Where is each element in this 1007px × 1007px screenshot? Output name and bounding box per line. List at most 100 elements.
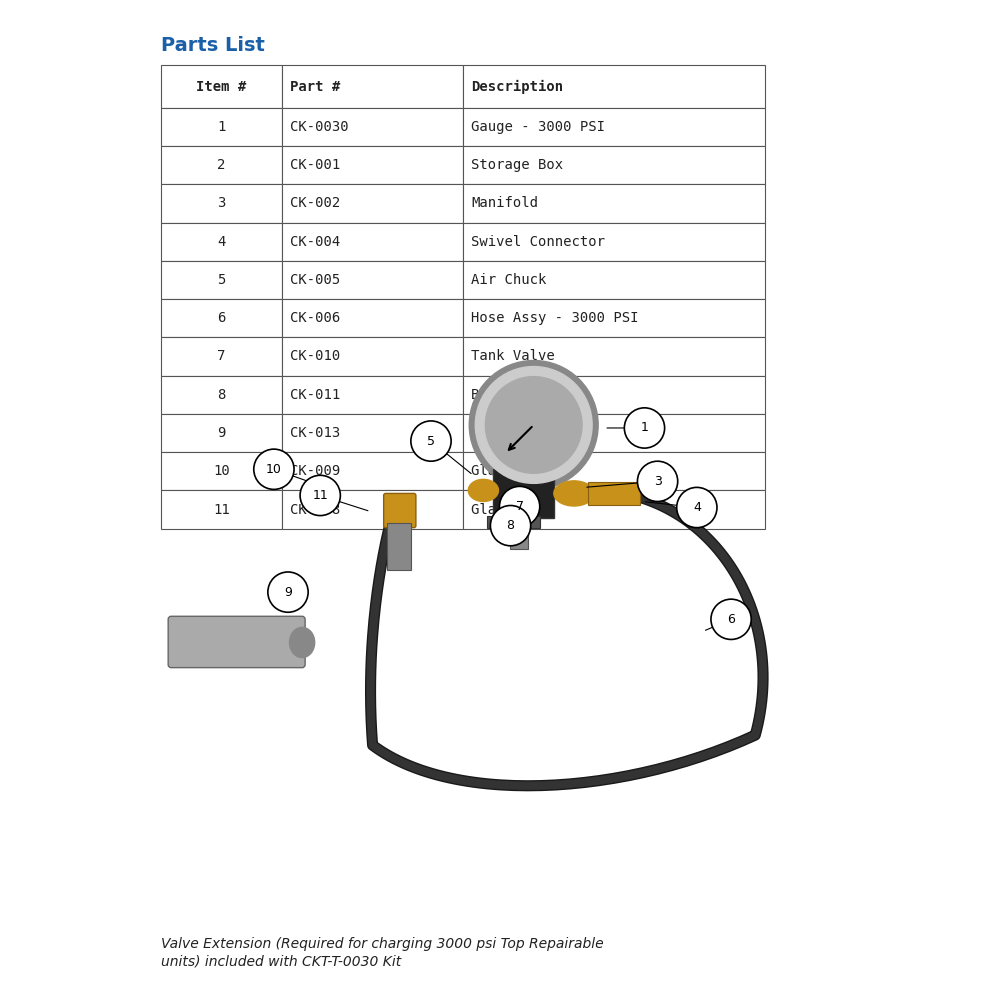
Text: CK-001: CK-001 — [290, 158, 340, 172]
FancyBboxPatch shape — [384, 493, 416, 528]
Text: Storage Box: Storage Box — [471, 158, 563, 172]
FancyBboxPatch shape — [161, 146, 282, 184]
Text: Hose Assy - 3000 PSI: Hose Assy - 3000 PSI — [471, 311, 638, 325]
FancyBboxPatch shape — [161, 184, 282, 223]
FancyBboxPatch shape — [282, 337, 463, 376]
Text: Bleeder Valve: Bleeder Valve — [471, 388, 580, 402]
Text: Description: Description — [471, 80, 563, 94]
FancyBboxPatch shape — [487, 516, 540, 528]
FancyBboxPatch shape — [282, 65, 463, 108]
Text: Valve Extension: Valve Extension — [471, 426, 597, 440]
Text: CK-005: CK-005 — [290, 273, 340, 287]
Text: CK-013: CK-013 — [290, 426, 340, 440]
Text: CK-010: CK-010 — [290, 349, 340, 364]
Ellipse shape — [554, 481, 594, 506]
Circle shape — [268, 572, 308, 612]
FancyBboxPatch shape — [282, 490, 463, 529]
Text: 7: 7 — [516, 500, 524, 513]
Text: CK-004: CK-004 — [290, 235, 340, 249]
Text: CK-0030: CK-0030 — [290, 120, 348, 134]
Text: Tank Valve: Tank Valve — [471, 349, 555, 364]
Text: 10: 10 — [266, 463, 282, 475]
Text: CK-008: CK-008 — [290, 502, 340, 517]
FancyBboxPatch shape — [493, 469, 554, 518]
FancyBboxPatch shape — [161, 65, 282, 108]
FancyBboxPatch shape — [282, 414, 463, 452]
FancyBboxPatch shape — [463, 261, 765, 299]
FancyBboxPatch shape — [282, 223, 463, 261]
Text: 4: 4 — [218, 235, 226, 249]
FancyBboxPatch shape — [463, 299, 765, 337]
Circle shape — [711, 599, 751, 639]
FancyBboxPatch shape — [588, 482, 640, 505]
FancyBboxPatch shape — [282, 108, 463, 146]
Text: Valve Extension (Required for charging 3000 psi Top Repairable
units) included w: Valve Extension (Required for charging 3… — [161, 937, 604, 969]
Text: 1: 1 — [640, 422, 649, 434]
Text: Gland Nipple: Gland Nipple — [471, 464, 572, 478]
Text: CK-011: CK-011 — [290, 388, 340, 402]
Circle shape — [300, 475, 340, 516]
Text: 1: 1 — [218, 120, 226, 134]
FancyBboxPatch shape — [282, 146, 463, 184]
Text: Gland Nut: Gland Nut — [471, 502, 547, 517]
FancyBboxPatch shape — [282, 261, 463, 299]
FancyBboxPatch shape — [463, 108, 765, 146]
Ellipse shape — [290, 627, 314, 658]
Text: CK-009: CK-009 — [290, 464, 340, 478]
Circle shape — [499, 486, 540, 527]
FancyBboxPatch shape — [161, 490, 282, 529]
FancyBboxPatch shape — [463, 414, 765, 452]
FancyBboxPatch shape — [161, 337, 282, 376]
Text: Swivel Connector: Swivel Connector — [471, 235, 605, 249]
FancyBboxPatch shape — [463, 490, 765, 529]
Text: Gauge - 3000 PSI: Gauge - 3000 PSI — [471, 120, 605, 134]
FancyBboxPatch shape — [161, 261, 282, 299]
Text: Part #: Part # — [290, 80, 340, 94]
FancyBboxPatch shape — [463, 376, 765, 414]
Ellipse shape — [468, 479, 498, 501]
Circle shape — [469, 361, 598, 489]
FancyBboxPatch shape — [282, 452, 463, 490]
Circle shape — [475, 367, 592, 483]
Circle shape — [254, 449, 294, 489]
Text: 10: 10 — [213, 464, 230, 478]
Text: 5: 5 — [427, 435, 435, 447]
FancyBboxPatch shape — [463, 223, 765, 261]
FancyBboxPatch shape — [282, 376, 463, 414]
Text: CK-002: CK-002 — [290, 196, 340, 210]
Text: 5: 5 — [218, 273, 226, 287]
FancyBboxPatch shape — [463, 65, 765, 108]
Circle shape — [485, 377, 582, 473]
Text: 6: 6 — [218, 311, 226, 325]
Text: Air Chuck: Air Chuck — [471, 273, 547, 287]
Text: 11: 11 — [312, 489, 328, 501]
FancyBboxPatch shape — [161, 414, 282, 452]
FancyBboxPatch shape — [168, 616, 305, 668]
Text: 8: 8 — [507, 520, 515, 532]
Text: 2: 2 — [218, 158, 226, 172]
Circle shape — [677, 487, 717, 528]
FancyBboxPatch shape — [161, 452, 282, 490]
FancyBboxPatch shape — [463, 337, 765, 376]
Text: 4: 4 — [693, 501, 701, 514]
Text: Item #: Item # — [196, 80, 247, 94]
Text: Manifold: Manifold — [471, 196, 539, 210]
FancyBboxPatch shape — [282, 184, 463, 223]
Circle shape — [624, 408, 665, 448]
Text: 9: 9 — [218, 426, 226, 440]
Circle shape — [411, 421, 451, 461]
FancyBboxPatch shape — [463, 452, 765, 490]
Text: 11: 11 — [213, 502, 230, 517]
Text: 6: 6 — [727, 613, 735, 625]
Text: CK-006: CK-006 — [290, 311, 340, 325]
Text: 9: 9 — [284, 586, 292, 598]
FancyBboxPatch shape — [161, 223, 282, 261]
FancyBboxPatch shape — [510, 525, 528, 549]
Circle shape — [490, 506, 531, 546]
Text: 7: 7 — [218, 349, 226, 364]
FancyBboxPatch shape — [387, 523, 411, 570]
Text: Parts List: Parts List — [161, 36, 265, 55]
FancyBboxPatch shape — [463, 184, 765, 223]
FancyBboxPatch shape — [161, 376, 282, 414]
Circle shape — [637, 461, 678, 501]
